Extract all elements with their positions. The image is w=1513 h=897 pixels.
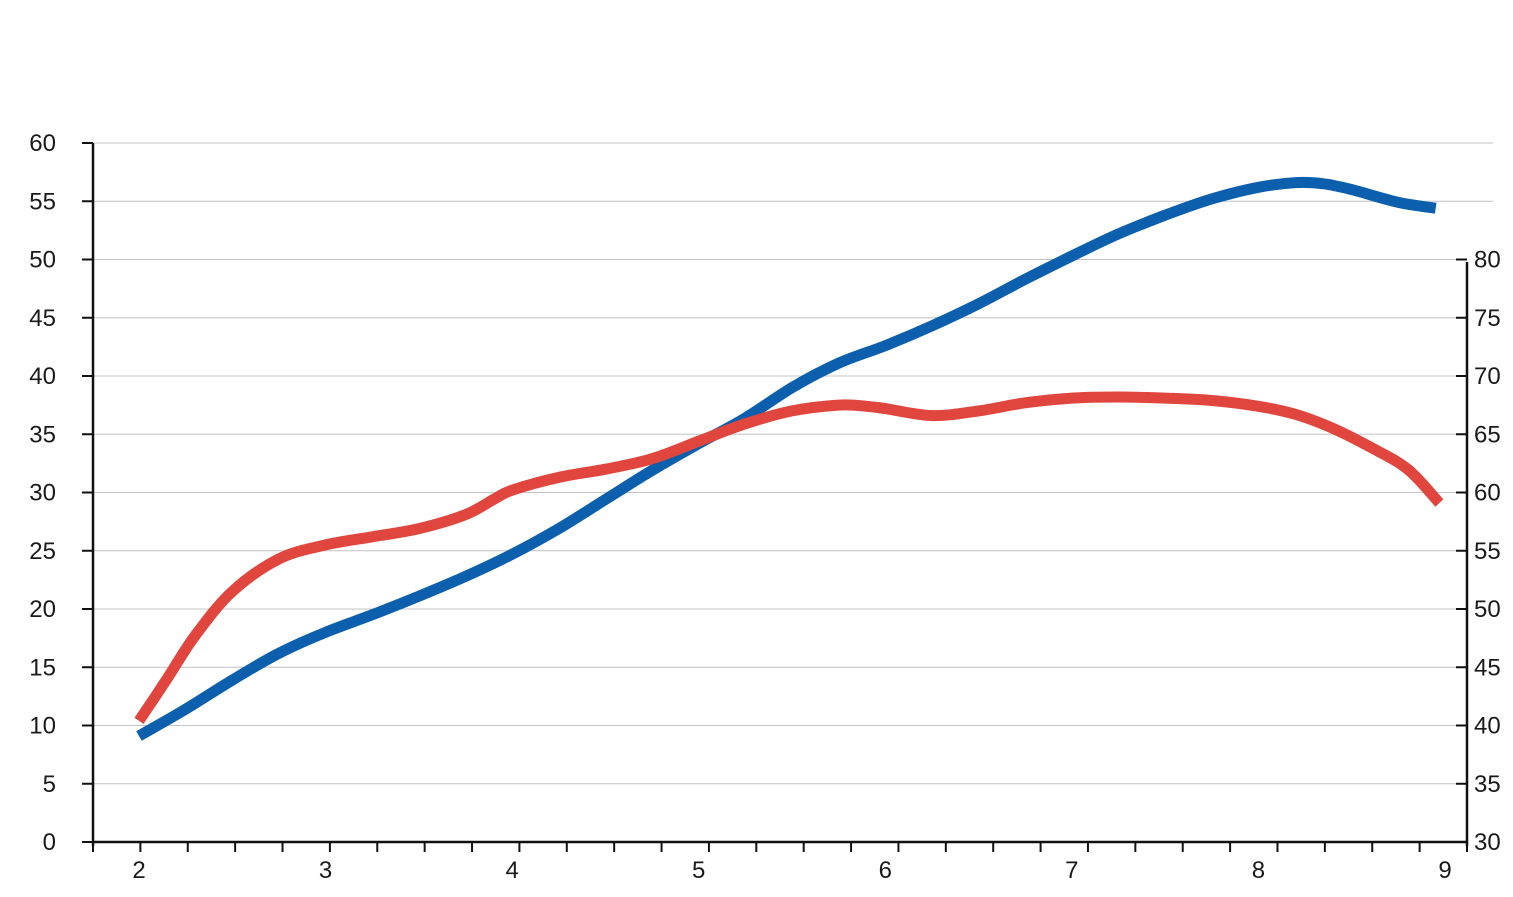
left-y-tick-label: 10 [29, 713, 56, 740]
left-y-tick-label: 35 [29, 421, 56, 448]
x-tick-label: 3 [319, 857, 332, 884]
x-tick-label: 2 [132, 857, 145, 884]
x-tick-label: 9 [1438, 857, 1451, 884]
left-y-tick-label: 55 [29, 188, 56, 215]
left-y-tick-label: 60 [29, 130, 56, 157]
right-y-tick-label: 60 [1474, 480, 1501, 507]
axis-ticks [82, 142, 1468, 852]
right-y-tick-label: 65 [1474, 421, 1501, 448]
right-y-tick-label: 45 [1474, 654, 1501, 681]
left-y-tick-label: 0 [43, 829, 56, 856]
series-line-blue [136, 176, 1437, 741]
x-tick-label: 8 [1252, 857, 1265, 884]
right-y-tick-label: 30 [1474, 829, 1501, 856]
right-y-tick-label: 75 [1474, 305, 1501, 332]
x-tick-label: 4 [505, 857, 518, 884]
chart-axes [91, 143, 1469, 846]
left-y-tick-label: 25 [29, 538, 56, 565]
left-y-tick-label: 50 [29, 247, 56, 274]
series-line-red [134, 391, 1444, 724]
right-y-tick-label: 70 [1474, 363, 1501, 390]
grid-lines [93, 142, 1493, 785]
right-y-tick-label: 50 [1474, 596, 1501, 623]
tick-labels: 0510152025303540455055603035404550556065… [29, 130, 1500, 884]
left-y-tick-label: 20 [29, 596, 56, 623]
right-y-tick-label: 80 [1474, 247, 1501, 274]
x-tick-label: 5 [692, 857, 705, 884]
series-lines [134, 176, 1444, 741]
left-y-tick-label: 5 [43, 771, 56, 798]
right-y-tick-label: 55 [1474, 538, 1501, 565]
left-y-tick-label: 45 [29, 305, 56, 332]
left-y-tick-label: 15 [29, 654, 56, 681]
right-y-tick-label: 40 [1474, 713, 1501, 740]
left-y-tick-label: 30 [29, 480, 56, 507]
x-tick-label: 6 [879, 857, 892, 884]
x-tick-label: 7 [1065, 857, 1078, 884]
right-y-tick-label: 35 [1474, 771, 1501, 798]
left-y-tick-label: 40 [29, 363, 56, 390]
